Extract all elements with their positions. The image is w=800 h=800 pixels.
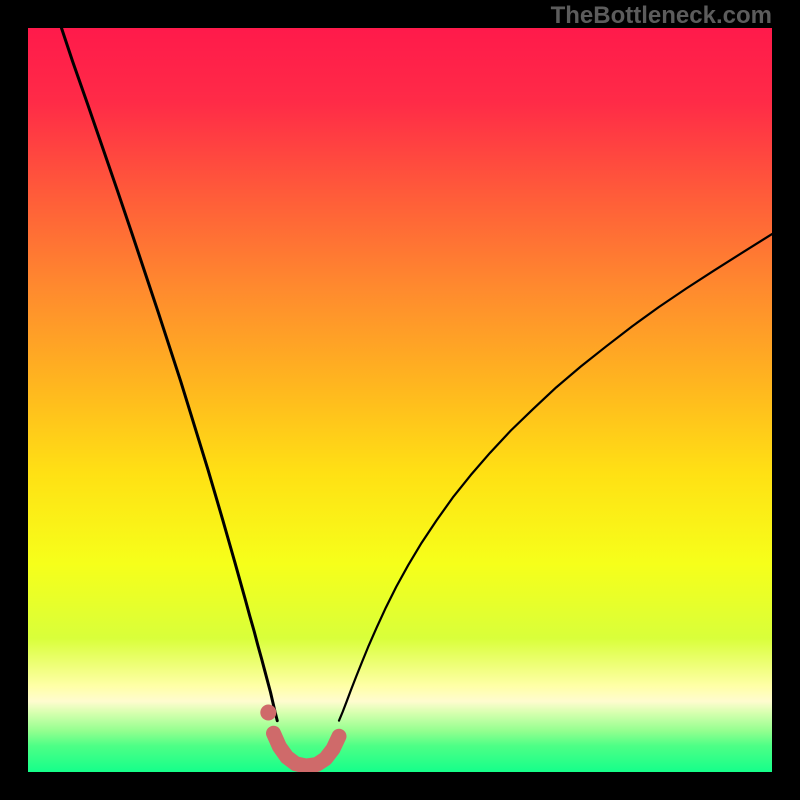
marker-dot xyxy=(260,704,276,720)
chart-stage: TheBottleneck.com xyxy=(0,0,800,800)
gradient-background xyxy=(28,28,772,772)
bottleneck-chart xyxy=(28,28,772,772)
watermark-text: TheBottleneck.com xyxy=(551,2,772,30)
